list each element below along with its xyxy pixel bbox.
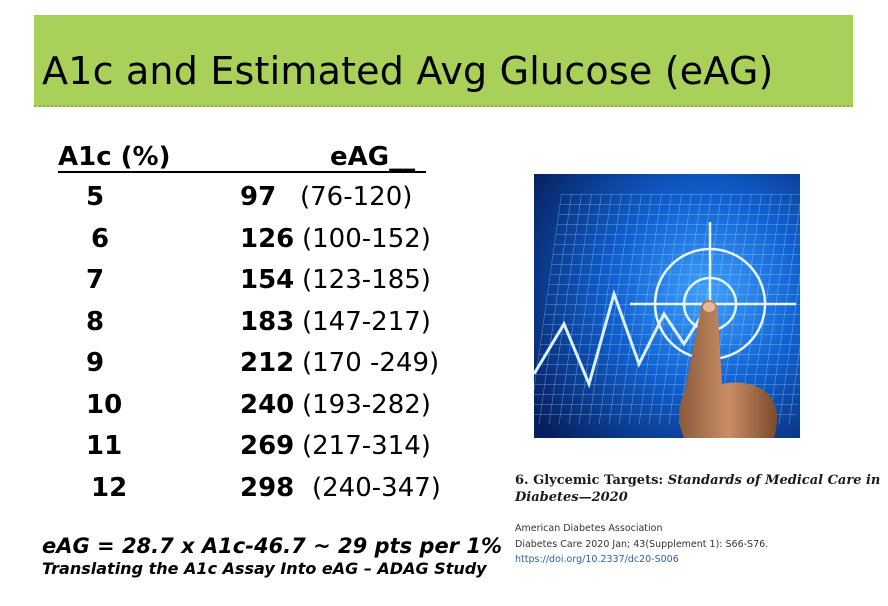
study-source: Translating the A1c Assay Into eAG – ADA… bbox=[42, 559, 487, 578]
eag-value: 212 bbox=[240, 348, 295, 378]
eag-value: 97 bbox=[240, 182, 277, 212]
eag-value: 298 bbox=[240, 473, 295, 503]
a1c-value: 12 bbox=[91, 473, 128, 503]
reference-title: 6. Glycemic Targets: Standards of Medica… bbox=[515, 472, 885, 506]
reference-doi-link[interactable]: https://doi.org/10.2337/dc20-S006 bbox=[515, 554, 679, 565]
eag-column-header: eAG__ bbox=[330, 142, 416, 172]
header-underline bbox=[58, 171, 426, 173]
eag-range: (123-185) bbox=[302, 265, 431, 295]
a1c-value: 11 bbox=[86, 431, 123, 461]
eag-value: 269 bbox=[240, 431, 295, 461]
a1c-value: 10 bbox=[86, 390, 123, 420]
a1c-value: 7 bbox=[86, 265, 105, 295]
eag-range: (76-120) bbox=[300, 182, 413, 212]
eag-value: 126 bbox=[240, 224, 295, 254]
eag-range: (217-314) bbox=[302, 431, 431, 461]
reference-title-plain: 6. Glycemic Targets: bbox=[515, 473, 668, 488]
a1c-value: 9 bbox=[86, 348, 105, 378]
eag-range: (170 -249) bbox=[302, 348, 440, 378]
a1c-value: 5 bbox=[86, 182, 105, 212]
eag-value: 240 bbox=[240, 390, 295, 420]
eag-value: 183 bbox=[240, 307, 295, 337]
target-grid-finger-image bbox=[534, 174, 800, 438]
title-band: A1c and Estimated Avg Glucose (eAG) bbox=[34, 15, 853, 107]
eag-value: 154 bbox=[240, 265, 295, 295]
reference-citation: Diabetes Care 2020 Jan; 43(Supplement 1)… bbox=[515, 539, 769, 550]
eag-range: (240-347) bbox=[312, 473, 441, 503]
eag-range: (193-282) bbox=[302, 390, 431, 420]
a1c-column-header: A1c (%) bbox=[58, 142, 171, 172]
eag-formula: eAG = 28.7 x A1c-46.7 ~ 29 pts per 1% bbox=[42, 534, 503, 558]
eag-range: (147-217) bbox=[302, 307, 431, 337]
reference-title-italic: Standards of Medical Care in Diabetes—20… bbox=[515, 473, 881, 505]
reference-author: American Diabetes Association bbox=[515, 523, 663, 534]
a1c-value: 8 bbox=[86, 307, 105, 337]
a1c-value: 6 bbox=[91, 224, 110, 254]
eag-range: (100-152) bbox=[302, 224, 431, 254]
slide-title: A1c and Estimated Avg Glucose (eAG) bbox=[42, 49, 774, 93]
